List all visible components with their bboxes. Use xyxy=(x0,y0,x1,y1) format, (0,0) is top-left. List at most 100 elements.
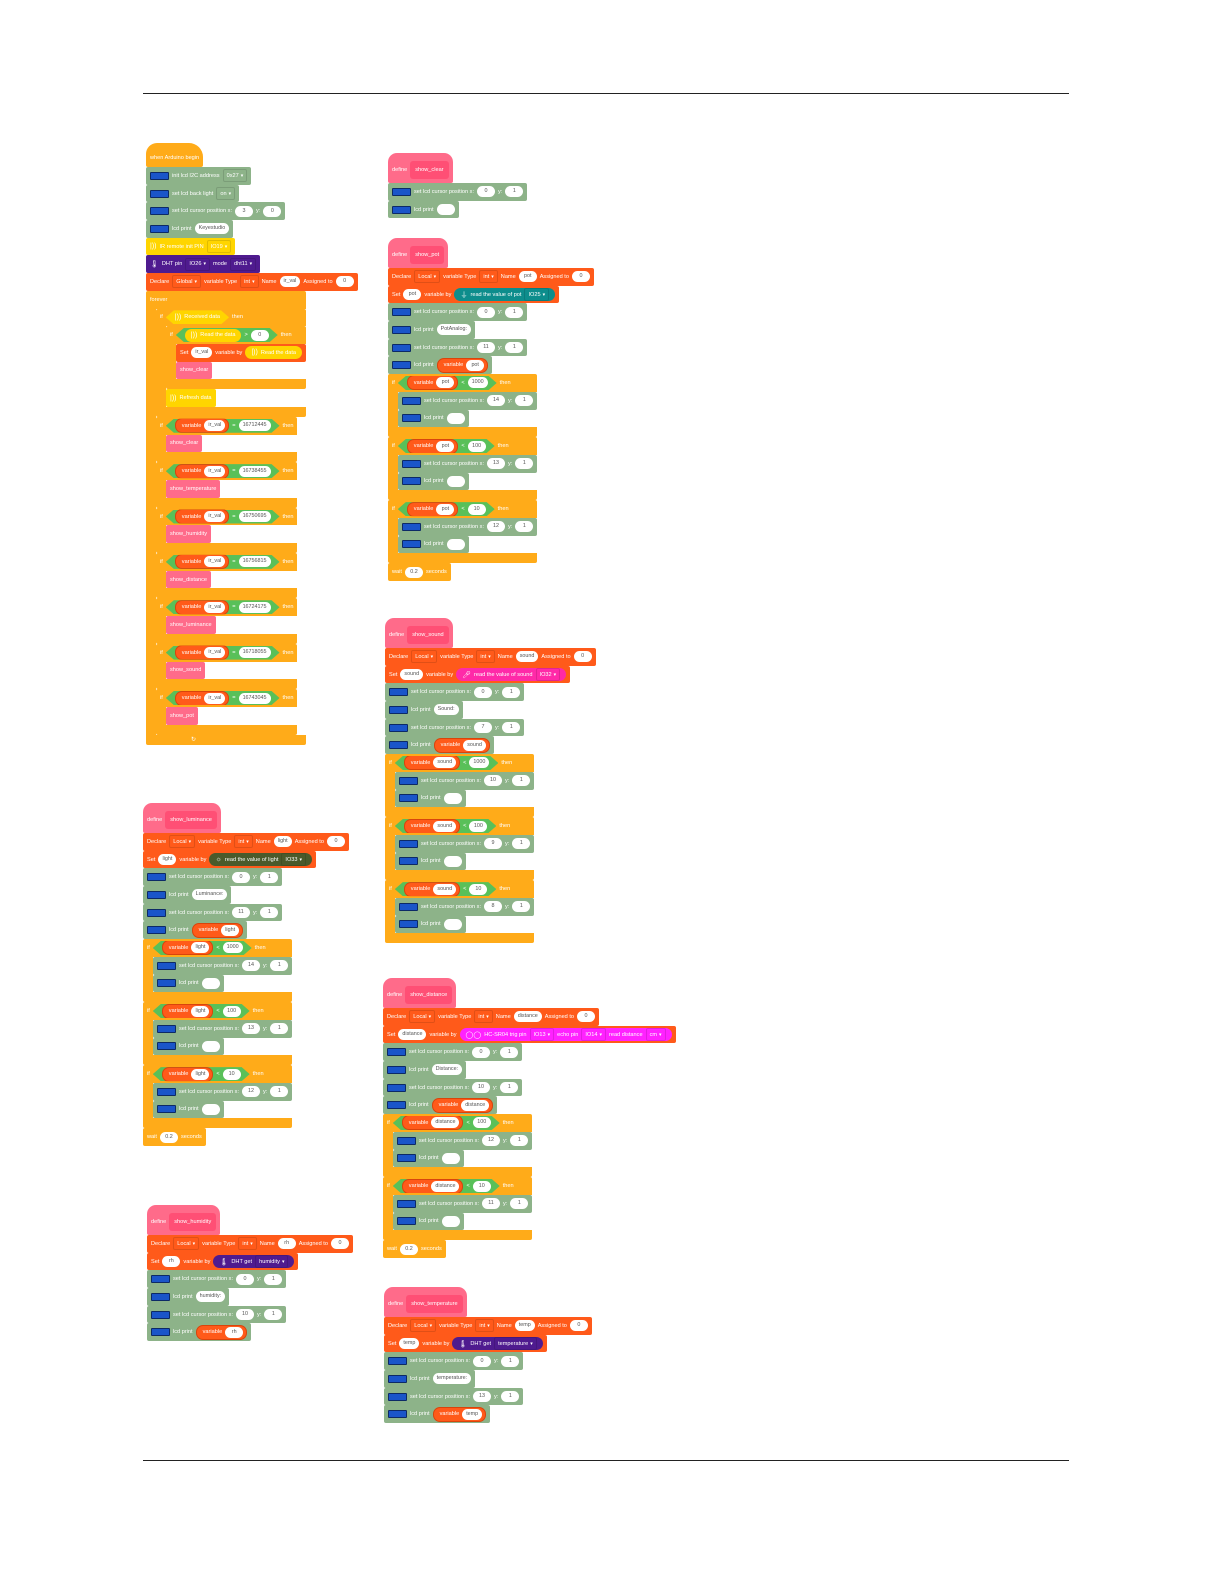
var-reporter[interactable]: variable sound xyxy=(404,882,460,897)
if-header[interactable]: if variable ir_val = 16712445 then xyxy=(156,416,298,435)
value-input[interactable] xyxy=(201,1103,220,1115)
dht-reporter[interactable]: 🌡︎ DHT get temperature xyxy=(452,1337,543,1351)
if-header[interactable]: if variable light <100 then xyxy=(143,1002,293,1020)
value-input[interactable]: 1 xyxy=(260,871,279,883)
value-input[interactable]: 0 xyxy=(477,186,496,198)
value-input[interactable]: 9 xyxy=(484,838,503,850)
ir-reporter[interactable]: |)) Read the data xyxy=(245,346,302,360)
ctrl-block[interactable]: wait 0.2 seconds xyxy=(143,1128,206,1146)
if-block[interactable]: if variable ir_val = 16718055 then show_sound xyxy=(156,643,298,690)
var-reporter[interactable]: variable light xyxy=(191,922,244,938)
value-input[interactable]: light xyxy=(273,836,292,848)
lcd-block[interactable]: set lcd cursor position x: 10 y: 1 xyxy=(383,1078,523,1097)
call-block[interactable]: show_luminance xyxy=(166,616,216,634)
condition[interactable]: variable sound <100 xyxy=(395,819,497,833)
sound-reporter[interactable]: 🎤︎ read the value of sound IO32 xyxy=(456,668,567,682)
value-input[interactable] xyxy=(443,918,462,930)
value-input[interactable]: Sound: xyxy=(433,704,459,716)
condition[interactable]: variable light <100 xyxy=(153,1004,250,1018)
lcd-block[interactable]: lcd print temperature: xyxy=(384,1370,476,1388)
condition[interactable]: variable ir_val = 16724175 xyxy=(166,600,280,614)
value-input[interactable]: 1 xyxy=(270,1086,289,1098)
condition[interactable]: variable pot <100 xyxy=(398,439,495,453)
value-input[interactable]: 1 xyxy=(260,907,279,919)
var-reporter[interactable]: variable pot xyxy=(407,502,459,517)
value-input[interactable]: 1 xyxy=(505,186,524,198)
dht-reporter[interactable]: 🌡︎ DHT get humidity xyxy=(213,1255,295,1269)
value-input[interactable] xyxy=(443,792,462,804)
value-input[interactable]: 16718055 xyxy=(239,647,271,658)
value-input[interactable] xyxy=(446,475,465,487)
value-input[interactable]: 10 xyxy=(473,1181,491,1192)
value-input[interactable]: Keyestudio xyxy=(194,223,230,235)
if-header[interactable]: if |)) Read the data >0 then xyxy=(166,326,306,344)
condition[interactable]: variable ir_val = 16718055 xyxy=(166,646,280,660)
value-input[interactable]: 0.2 xyxy=(399,1243,418,1255)
var-reporter[interactable]: variable light xyxy=(162,940,214,955)
value-input[interactable]: 100 xyxy=(469,821,487,832)
if-header[interactable]: if variable ir_val = 16756815 then xyxy=(156,553,298,571)
ir-block[interactable]: |)) IR remote init PIN IO19 xyxy=(146,237,236,256)
declare-block[interactable]: Declare Local variable Type int Namedistance… xyxy=(383,1008,600,1026)
dropdown[interactable]: int xyxy=(475,1319,494,1333)
value-input[interactable]: sound xyxy=(433,884,456,895)
value-input[interactable]: pot xyxy=(403,289,422,301)
value-input[interactable]: light xyxy=(221,924,240,936)
lcd-block[interactable]: lcd print xyxy=(395,852,466,871)
condition[interactable]: variable distance <100 xyxy=(393,1116,500,1130)
value-input[interactable]: ir_val xyxy=(204,511,225,522)
value-input[interactable]: 16738455 xyxy=(239,466,271,477)
value-input[interactable]: pot xyxy=(436,377,454,388)
declare-block[interactable]: Set light variable by ☼ read the value of li… xyxy=(143,850,317,869)
value-input[interactable]: sound xyxy=(400,669,424,681)
call-block[interactable]: show_sound xyxy=(166,661,206,680)
value-input[interactable]: 10 xyxy=(236,1309,255,1321)
condition[interactable]: variable ir_val = 16750695 xyxy=(166,510,280,524)
if-block[interactable]: if variable light <1000 then set lcd cursor p… xyxy=(143,939,293,1003)
lcd-block[interactable]: set lcd cursor position x: 0 y: 1 xyxy=(388,183,528,201)
dropdown[interactable]: Local xyxy=(409,1010,436,1024)
define-block[interactable]: define show_humidity xyxy=(147,1205,221,1235)
condition[interactable]: variable ir_val = 16738455 xyxy=(166,464,280,478)
value-input[interactable]: distance xyxy=(431,1181,459,1192)
if-block[interactable]: if variable distance <100 then set lcd cursor… xyxy=(383,1114,533,1178)
var-reporter[interactable]: variable distance xyxy=(431,1097,494,1113)
value-input[interactable]: 13 xyxy=(473,1391,492,1403)
value-input[interactable]: temp xyxy=(399,1338,420,1350)
lcd-block[interactable]: init lcd I2C address 0x27 xyxy=(146,167,252,185)
define-block[interactable]: define show_sound xyxy=(385,618,453,648)
lcd-block[interactable]: lcd print xyxy=(153,1037,224,1056)
dropdown[interactable]: on xyxy=(216,187,236,201)
value-input[interactable]: ir_val xyxy=(204,556,225,567)
if-block[interactable]: if variable ir_val = 16712445 then show_clear xyxy=(156,416,298,463)
value-input[interactable]: 10 xyxy=(472,1082,491,1094)
declare-block[interactable]: Set sound variable by 🎤︎ read the value of s… xyxy=(385,665,571,684)
value-input[interactable]: 1 xyxy=(501,1391,520,1403)
lcd-block[interactable]: lcd print xyxy=(398,472,469,491)
if-header[interactable]: if variable pot <1000 then xyxy=(388,374,538,392)
lcd-block[interactable]: set lcd cursor position x: 0 y: 1 xyxy=(385,683,525,702)
declare-block[interactable]: Declare Local variable Type int NametempAssi… xyxy=(384,1317,592,1335)
dropdown[interactable]: Local xyxy=(173,1237,200,1251)
declare-block[interactable]: Declare Global variable Type int Nameir_valA… xyxy=(146,273,358,291)
value-input[interactable]: 1 xyxy=(510,1135,529,1147)
lcd-block[interactable]: lcd print xyxy=(153,974,224,993)
if-header[interactable]: if variable ir_val = 16743045 then xyxy=(156,689,298,707)
value-input[interactable]: 0 xyxy=(232,871,251,883)
condition[interactable]: variable sound <1000 xyxy=(395,756,499,770)
if-header[interactable]: if variable sound <100 then xyxy=(385,817,535,835)
value-input[interactable]: 14 xyxy=(487,395,506,407)
value-input[interactable]: 13 xyxy=(487,458,506,470)
value-input[interactable]: 11 xyxy=(477,342,496,354)
condition[interactable]: variable light <1000 xyxy=(153,941,252,955)
dropdown[interactable]: humidity xyxy=(255,1255,289,1269)
value-input[interactable]: rh xyxy=(277,1238,296,1250)
dropdown[interactable]: IO13 xyxy=(529,1028,555,1042)
lcd-block[interactable]: lcd print variable sound xyxy=(385,736,494,755)
value-input[interactable]: temp xyxy=(462,1408,483,1420)
declare-block[interactable]: Set rh variable by 🌡︎ DHT get humidity xyxy=(147,1252,299,1271)
lcd-block[interactable]: lcd print PotAnalog: xyxy=(388,321,475,339)
condition[interactable]: variable ir_val = 16712445 xyxy=(166,419,280,433)
lcd-block[interactable]: lcd print variable light xyxy=(143,921,248,940)
